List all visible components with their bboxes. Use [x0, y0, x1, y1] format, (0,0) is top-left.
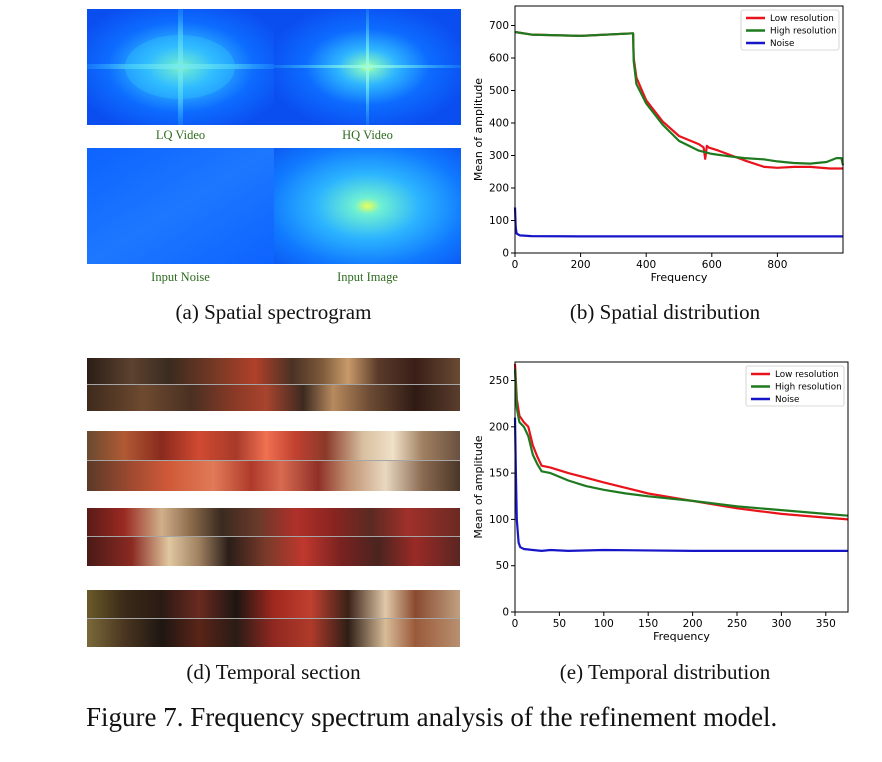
y-axis-label: Mean of amplitude — [472, 78, 485, 181]
x-tick-label: 0 — [512, 259, 519, 271]
caption-d: (d) Temporal section — [186, 660, 361, 684]
y-tick-label: 100 — [489, 514, 509, 526]
y-tick-label: 250 — [489, 375, 509, 387]
legend-label: High resolution — [775, 383, 842, 393]
y-tick-label: 150 — [489, 468, 509, 480]
series-line-high-resolution — [514, 30, 845, 166]
x-tick-label: 250 — [727, 618, 747, 630]
label-input-noise: Input Noise — [151, 270, 210, 284]
label-hq-video: HQ Video — [342, 128, 393, 142]
temporal-section-1 — [87, 358, 460, 411]
temporal-section-2 — [87, 431, 460, 491]
y-tick-label: 700 — [489, 20, 509, 32]
series-line-noise — [513, 417, 848, 552]
series-line-low-resolution — [514, 30, 843, 170]
x-tick-label: 200 — [683, 618, 703, 630]
series-line-noise — [513, 207, 843, 238]
x-tick-label: 300 — [771, 618, 791, 630]
x-tick-label: 600 — [702, 259, 722, 271]
x-tick-label: 50 — [553, 618, 566, 630]
y-tick-label: 50 — [496, 560, 509, 572]
y-tick-label: 100 — [489, 215, 509, 227]
temporal-section-4 — [87, 590, 460, 647]
y-tick-label: 600 — [489, 53, 509, 65]
x-tick-label: 0 — [512, 618, 519, 630]
spectrogram-input-noise — [87, 148, 274, 264]
legend-label: High resolution — [770, 27, 837, 37]
spectrogram-image-image — [274, 148, 461, 264]
figure-caption: Figure 7. Frequency spectrum analysis of… — [86, 702, 778, 732]
y-tick-label: 0 — [502, 248, 509, 260]
plot-frame — [514, 361, 849, 613]
x-axis-label: Frequency — [653, 630, 710, 643]
spectrogram-input-image — [274, 148, 461, 264]
caption-a: (a) Spatial spectrogram — [175, 300, 372, 324]
legend-label: Noise — [770, 39, 794, 49]
caption-e: (e) Temporal distribution — [559, 660, 771, 684]
chart-spatial-distribution: 0 200 400 600 800 0 100 200 300 400 500 600 700 Frequ… — [472, 5, 845, 284]
y-axis-label: Mean of amplitude — [472, 435, 485, 538]
legend-label: Noise — [775, 395, 799, 405]
y-tick-label: 500 — [489, 85, 509, 97]
y-tick-label: 400 — [489, 118, 509, 130]
chart-temporal-distribution: 0 50 100 150 200 250 300 350 0 50 100 150 200 250 Freq… — [472, 361, 849, 643]
spectrogram-hq-video — [274, 9, 461, 125]
spectrogram-lq-image — [87, 9, 274, 125]
legend-box — [745, 365, 845, 407]
y-tick-label: 200 — [489, 183, 509, 195]
label-lq-video: LQ Video — [155, 128, 206, 142]
legend-box — [740, 9, 840, 51]
x-tick-label: 800 — [767, 259, 787, 271]
legend-label: Low resolution — [775, 370, 839, 380]
y-tick-label: 300 — [489, 150, 509, 162]
plot-frame — [514, 5, 844, 254]
x-tick-label: 400 — [636, 259, 656, 271]
x-tick-label: 200 — [571, 259, 591, 271]
spectrogram-hq-image — [274, 9, 461, 125]
series-line-high-resolution — [513, 369, 849, 517]
caption-b: (b) Spatial distribution — [569, 300, 761, 324]
legend-label: Low resolution — [770, 14, 834, 24]
y-tick-label: 200 — [489, 421, 509, 433]
label-input-image: Input Image — [337, 270, 398, 284]
x-tick-label: 350 — [816, 618, 836, 630]
x-tick-label: 100 — [594, 618, 614, 630]
series-line-low-resolution — [513, 363, 849, 521]
spectrogram-noise-image — [87, 148, 274, 264]
spectrogram-lq-video — [87, 9, 274, 125]
temporal-section-3 — [87, 508, 460, 566]
y-tick-label: 0 — [502, 607, 509, 619]
x-tick-label: 150 — [638, 618, 658, 630]
x-axis-label: Frequency — [651, 271, 708, 284]
